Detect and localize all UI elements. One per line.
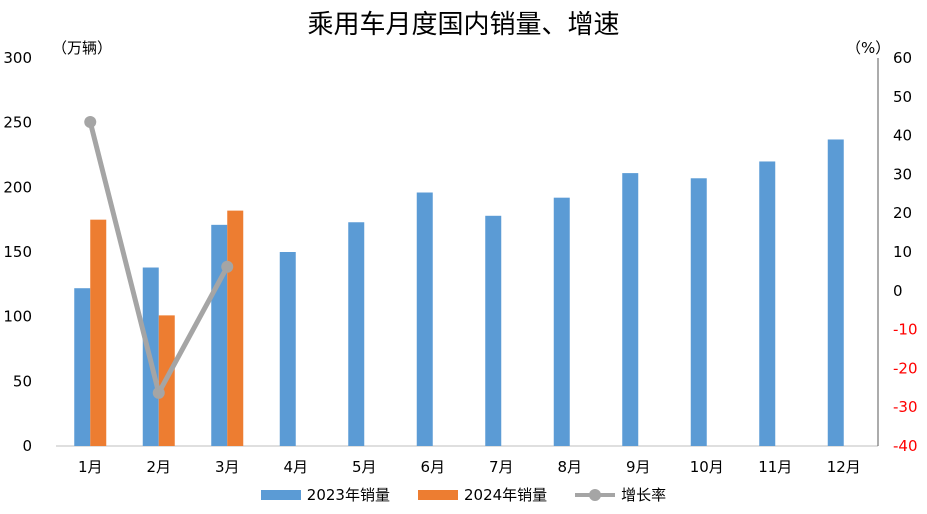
legend-item-2024: 2024年销量 (417, 484, 548, 505)
bar-2023-9 (622, 173, 639, 446)
right-tick-label: 20 (893, 204, 912, 222)
bar-2023-10 (690, 178, 707, 446)
x-tick-label: 5月 (352, 458, 377, 476)
right-tick-label: -20 (893, 359, 918, 377)
bar-2023-11 (759, 161, 776, 446)
x-tick-label: 11月 (758, 458, 792, 476)
growth-rate-point-1 (84, 116, 97, 129)
right-tick-label: -10 (893, 321, 918, 339)
x-tick-label: 2月 (146, 458, 171, 476)
right-tick-label: 0 (893, 282, 903, 300)
bar-2023-7 (485, 215, 502, 446)
bar-2023-8 (553, 197, 570, 446)
legend-label-2024: 2024年销量 (463, 486, 548, 504)
x-tick-label: 3月 (215, 458, 240, 476)
legend-swatch-2023 (260, 489, 301, 500)
left-tick-label: 250 (3, 114, 32, 132)
x-tick-label: 1月 (78, 458, 103, 476)
bar-2023-4 (279, 252, 296, 446)
right-tick-label: 10 (893, 243, 912, 261)
legend-swatch-2024 (417, 489, 458, 500)
bar-2023-6 (416, 192, 433, 446)
legend-swatch-growth (575, 488, 616, 501)
bar-2024-1 (90, 219, 107, 446)
legend-item-2023: 2023年销量 (260, 484, 390, 505)
x-tick-label: 6月 (420, 458, 445, 476)
right-tick-label: 50 (893, 88, 912, 106)
right-tick-label: 60 (893, 49, 912, 67)
left-axis-unit: （万辆） (52, 39, 113, 57)
bar-2023-5 (348, 222, 365, 446)
right-tick-label: -30 (893, 398, 918, 416)
left-tick-label: 0 (22, 437, 32, 455)
x-tick-label: 9月 (626, 458, 651, 476)
left-tick-label: 200 (3, 178, 32, 196)
x-tick-label: 4月 (283, 458, 308, 476)
right-tick-label: -40 (893, 437, 918, 455)
bar-2023-1 (74, 288, 91, 446)
x-tick-label: 7月 (489, 458, 514, 476)
legend-item-growth: 增长率 (575, 484, 666, 505)
left-tick-label: 100 (3, 308, 32, 326)
chart-legend: 2023年销量 2024年销量 增长率 (0, 484, 927, 505)
right-axis-unit: （%） (846, 39, 891, 57)
x-tick-label: 8月 (557, 458, 582, 476)
left-tick-label: 50 (13, 372, 32, 390)
x-tick-label: 12月 (827, 458, 861, 476)
right-tick-label: 30 (893, 165, 912, 183)
growth-rate-point-2 (152, 386, 165, 399)
left-tick-label: 150 (3, 243, 32, 261)
bar-2023-3 (211, 224, 228, 446)
x-tick-label: 10月 (690, 458, 724, 476)
chart-title: 乘用车月度国内销量、增速 (307, 10, 620, 40)
left-tick-label: 300 (3, 49, 32, 67)
bar-2023-12 (827, 139, 844, 447)
right-tick-label: 40 (893, 127, 912, 145)
legend-label-growth: 增长率 (621, 486, 667, 504)
legend-label-2023: 2023年销量 (306, 486, 390, 504)
bar-2024-3 (227, 210, 244, 446)
growth-rate-point-3 (221, 260, 234, 273)
